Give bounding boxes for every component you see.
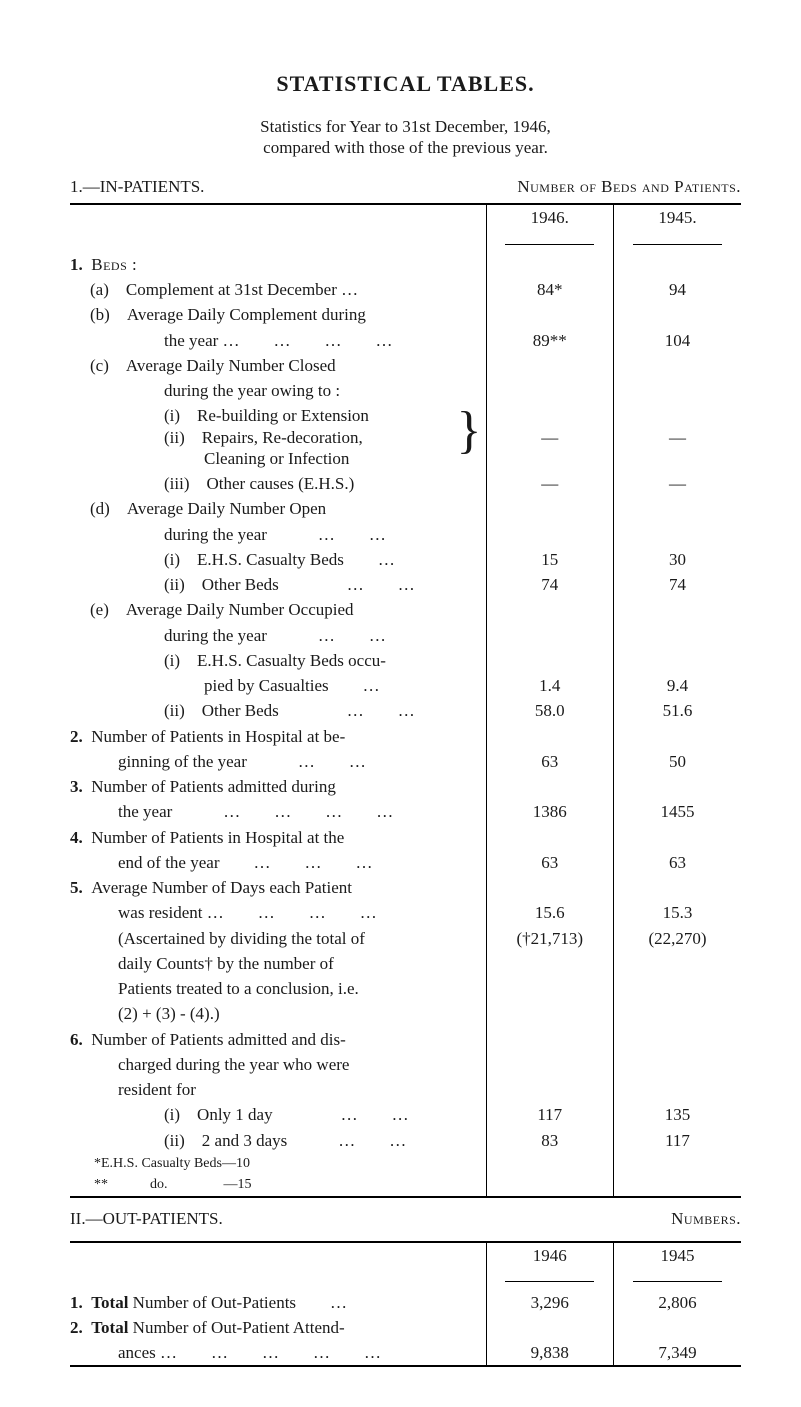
table-row: (b) Average Daily Complement during — [70, 302, 741, 327]
table-row: (ii) 2 and 3 days … … 83 117 — [70, 1128, 741, 1153]
table-row: ginning of the year … … 63 50 — [70, 749, 741, 774]
year-1946-header: 1946 — [486, 1243, 613, 1290]
section-2-left: II.—OUT-PATIENTS. — [70, 1208, 223, 1229]
subtitle-line-2: compared with those of the previous year… — [70, 137, 741, 158]
table-row: the year … … … … 1386 1455 — [70, 799, 741, 824]
table-row: ** do. —15 — [70, 1174, 741, 1197]
year-header-row: 1946. 1945. — [70, 205, 741, 252]
year-1945-header: 1945 — [614, 1243, 742, 1290]
table-row: (i) Re-building or Extension (ii) Repair… — [70, 403, 741, 471]
table-row: (d) Average Daily Number Open — [70, 496, 741, 521]
table-row: (e) Average Daily Number Occupied — [70, 597, 741, 622]
table-row: Patients treated to a conclusion, i.e. — [70, 976, 741, 1001]
table-row: (i) E.H.S. Casualty Beds occu- — [70, 648, 741, 673]
table-row: ances … … … … … 9,838 7,349 — [70, 1340, 741, 1366]
table-row: 2. Total Number of Out-Patient Attend- — [70, 1315, 741, 1340]
table-row: (c) Average Daily Number Closed — [70, 353, 741, 378]
table-row: (i) E.H.S. Casualty Beds … 15 30 — [70, 547, 741, 572]
table-row: (a) Complement at 31st December … 84* 94 — [70, 277, 741, 302]
section-2-right: Numbers. — [671, 1208, 741, 1229]
table-row: (ii) Other Beds … … 74 74 — [70, 572, 741, 597]
brace-icon: } — [455, 405, 486, 469]
table-row: 1. Beds : — [70, 252, 741, 277]
subtitle-line-1: Statistics for Year to 31st December, 19… — [70, 116, 741, 137]
section-1-right: Number of Beds and Patients. — [517, 176, 741, 197]
table-row: 2. Number of Patients in Hospital at be- — [70, 724, 741, 749]
table-row: 5. Average Number of Days each Patient — [70, 875, 741, 900]
section-1-heading: 1.—IN-PATIENTS. Number of Beds and Patie… — [70, 176, 741, 197]
table-row: during the year owing to : — [70, 378, 741, 403]
year-header-row: 1946 1945 — [70, 1243, 741, 1290]
section-1-left: 1.—IN-PATIENTS. — [70, 176, 204, 197]
table-row: 3. Number of Patients admitted during — [70, 774, 741, 799]
table-row: (ii) Other Beds … … 58.0 51.6 — [70, 698, 741, 723]
table-row: (Ascertained by dividing the total of (†… — [70, 926, 741, 951]
table-row: 6. Number of Patients admitted and dis- — [70, 1027, 741, 1052]
section-2-heading: II.—OUT-PATIENTS. Numbers. — [70, 1202, 741, 1235]
table-row: was resident … … … … 15.6 15.3 — [70, 900, 741, 925]
table-row: (iii) Other causes (E.H.S.) — — — [70, 471, 741, 496]
table-row: end of the year … … … 63 63 — [70, 850, 741, 875]
year-1946-header: 1946. — [486, 205, 613, 252]
year-1945-header: 1945. — [614, 205, 742, 252]
table-row: charged during the year who were — [70, 1052, 741, 1077]
page-title: STATISTICAL TABLES. — [70, 70, 741, 98]
table-row: resident for — [70, 1077, 741, 1102]
table-row: the year … … … … 89** 104 — [70, 328, 741, 353]
in-patients-table: 1946. 1945. 1. Beds : (a) Complement at … — [70, 203, 741, 1198]
table-row: *E.H.S. Casualty Beds—10 — [70, 1153, 741, 1175]
table-row: pied by Casualties … 1.4 9.4 — [70, 673, 741, 698]
table-row: 4. Number of Patients in Hospital at the — [70, 825, 741, 850]
table-row: 1. Total Total Number of Out-Patients …N… — [70, 1290, 741, 1315]
table-row: (2) + (3) - (4).) — [70, 1001, 741, 1026]
table-row: (i) Only 1 day … … 117 135 — [70, 1102, 741, 1127]
table-row: during the year … … — [70, 522, 741, 547]
table-row: during the year … … — [70, 623, 741, 648]
out-patients-table: 1946 1945 1. Total Total Number of Out-P… — [70, 1241, 741, 1367]
table-row: daily Counts† by the number of — [70, 951, 741, 976]
